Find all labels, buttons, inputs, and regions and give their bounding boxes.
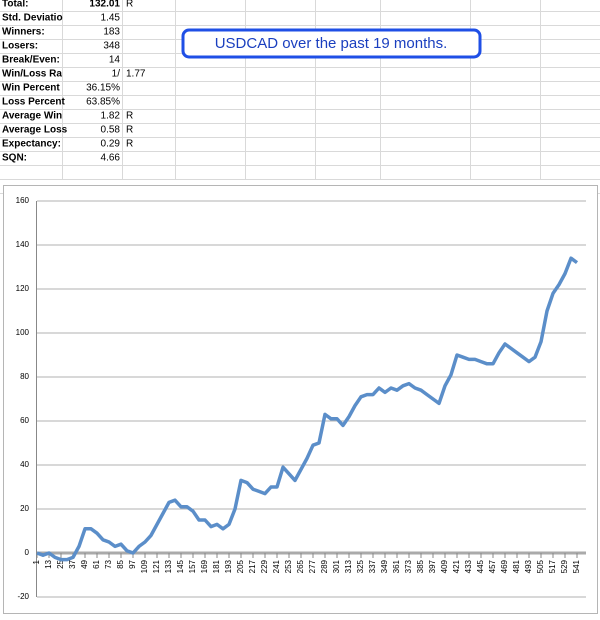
x-tick-label: 241 — [272, 559, 281, 573]
x-tick-label: 25 — [56, 559, 65, 568]
x-tick-label: 205 — [236, 559, 245, 573]
data-line — [36, 256, 579, 562]
y-tick-label: 120 — [16, 284, 30, 293]
x-tick-label: 193 — [224, 559, 233, 573]
x-tick-label: 253 — [284, 559, 293, 573]
x-tick-label: 469 — [500, 559, 509, 573]
chart: -20 0 20 40 60 80 100 120 140 160 1 13 25 37 49 61 73 85 9… — [16, 196, 586, 601]
cell-text: 0.58 — [101, 125, 121, 136]
x-tick-label: 313 — [344, 559, 353, 573]
x-tick-label: 1 — [32, 559, 41, 564]
x-tick-label: 73 — [104, 559, 113, 568]
y-tick-label: 20 — [20, 504, 29, 513]
y-tick-label: 100 — [16, 328, 30, 337]
x-tick-label: 385 — [416, 559, 425, 573]
cell-text: 36.15% — [86, 83, 120, 94]
x-tick-label: 133 — [164, 559, 173, 573]
x-tick-label: 457 — [488, 559, 497, 573]
y-tick-label: 160 — [16, 196, 30, 205]
x-tick-label: 13 — [44, 559, 53, 568]
x-tick-label: 217 — [248, 559, 257, 573]
x-tick-label: 493 — [524, 559, 533, 573]
spreadsheet: Total: 132.01 R Std. Deviatio 1.45 Winners: 18… — [0, 0, 600, 194]
x-tick-label: 445 — [476, 559, 485, 573]
cell-text: 132.01 — [89, 0, 120, 10]
x-tick-label: 325 — [356, 559, 365, 573]
cell-text: 1.45 — [101, 13, 121, 24]
x-tick-label: 349 — [380, 559, 389, 573]
x-tick-label: 481 — [512, 559, 521, 573]
x-tick-label: 361 — [392, 559, 401, 573]
x-tick-label: 529 — [560, 559, 569, 573]
cell-text: 348 — [103, 41, 120, 52]
y-tick-label: 80 — [20, 372, 29, 381]
x-tick-label: 277 — [308, 559, 317, 573]
cell-text: 63.85% — [86, 97, 120, 108]
cell-text: 0.29 — [101, 139, 121, 150]
y-tick-label: 40 — [20, 460, 29, 469]
x-tick-label: 433 — [464, 559, 473, 573]
cell-text: R — [126, 125, 133, 136]
x-tick-label: 289 — [320, 559, 329, 573]
x-tick-label: 109 — [140, 559, 149, 573]
callout-box — [181, 28, 482, 59]
x-tick-label: 121 — [152, 559, 161, 573]
cell-text: R — [126, 139, 133, 150]
callout-text: USDCAD over the past 19 months. — [215, 35, 448, 52]
cell-text: Winners: — [2, 27, 45, 38]
cell-text: Std. Deviatio — [2, 13, 63, 24]
x-tick-label: 169 — [200, 559, 209, 573]
y-tick-label: 0 — [25, 548, 30, 557]
y-tick-label: 60 — [20, 416, 29, 425]
x-tick-label: 301 — [332, 559, 341, 573]
x-tick-label: 505 — [536, 559, 545, 573]
cell-text: 14 — [109, 55, 121, 66]
cell-text: Expectancy: — [2, 139, 61, 150]
y-tick-label: -20 — [17, 592, 29, 601]
x-tick-label: 409 — [440, 559, 449, 573]
cell-text: R — [126, 0, 133, 10]
x-tick-label: 37 — [68, 559, 77, 568]
x-tick-label: 97 — [128, 559, 137, 568]
y-tick-label: 140 — [16, 240, 30, 249]
cell-text: 1.77 — [126, 69, 146, 80]
x-tick-label: 157 — [188, 559, 197, 573]
x-tick-label: 265 — [296, 559, 305, 573]
cell-text: Losers: — [2, 41, 38, 52]
x-tick-label: 49 — [80, 559, 89, 568]
chart-frame — [3, 185, 598, 614]
cell-text: R — [126, 111, 133, 122]
cell-text: 183 — [103, 27, 120, 38]
cell-text: Loss Percent — [2, 97, 65, 108]
x-tick-label: 61 — [92, 559, 101, 568]
x-tick-label: 229 — [260, 559, 269, 573]
cell-text: Average Win — [2, 111, 62, 122]
cell-text: 4.66 — [101, 153, 121, 164]
cell-text: 1/ — [112, 69, 121, 80]
x-tick-label: 85 — [116, 559, 125, 568]
x-tick-label: 145 — [176, 559, 185, 573]
x-tick-label: 337 — [368, 559, 377, 573]
cell-text: Win/Loss Ra — [2, 69, 62, 80]
cell-text: Win Percent — [2, 83, 60, 94]
cell-text: Average Loss — [2, 125, 68, 136]
cell-text: Break/Even: — [2, 55, 60, 66]
x-tick-label: 373 — [404, 559, 413, 573]
x-tick-label: 541 — [572, 559, 581, 573]
x-tick-label: 397 — [428, 559, 437, 573]
x-tick-label: 517 — [548, 559, 557, 573]
cell-text: SQN: — [2, 153, 27, 164]
x-tick-label: 421 — [452, 559, 461, 573]
cell-text: Total: — [2, 0, 28, 10]
x-tick-label: 181 — [212, 559, 221, 573]
cell-text: 1.82 — [101, 111, 121, 122]
